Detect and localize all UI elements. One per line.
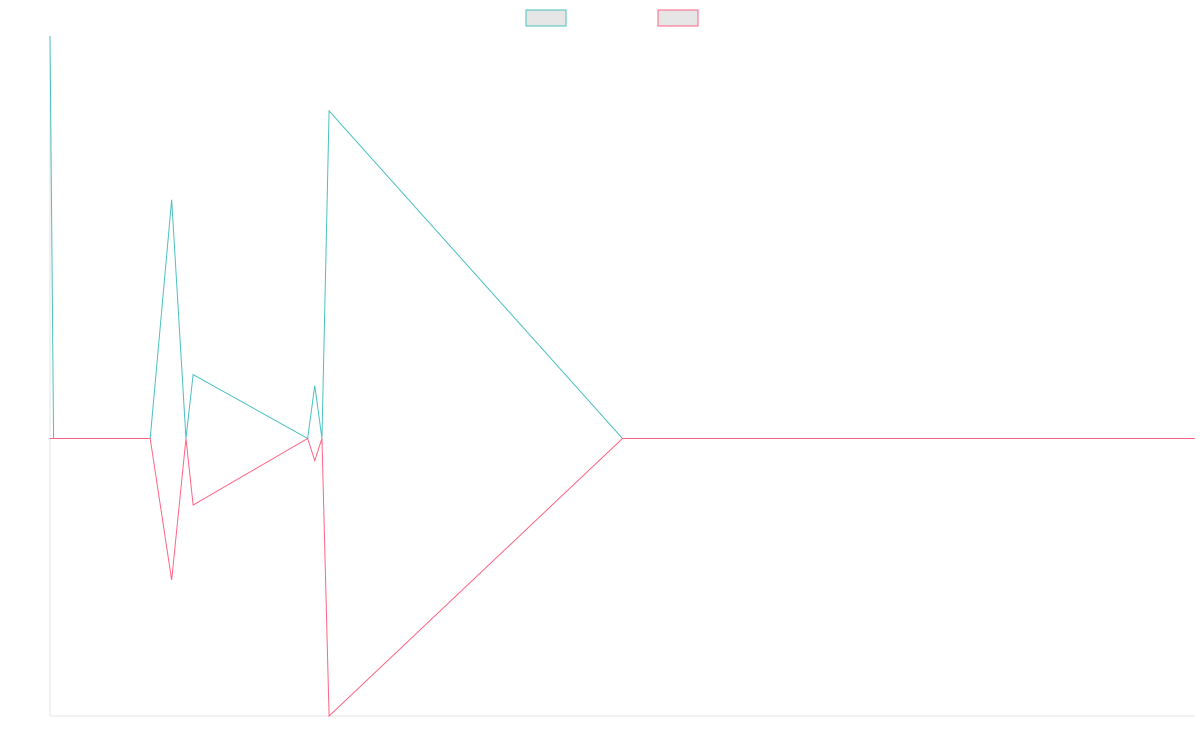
legend: [525, 9, 699, 27]
legend-swatch-2[interactable]: [657, 9, 699, 27]
series-line-2: [50, 437, 1195, 718]
legend-swatch-1[interactable]: [525, 9, 567, 27]
series-layer: [49, 35, 1195, 718]
axes: [49, 36, 1195, 717]
series-line-1: [49, 35, 1195, 440]
